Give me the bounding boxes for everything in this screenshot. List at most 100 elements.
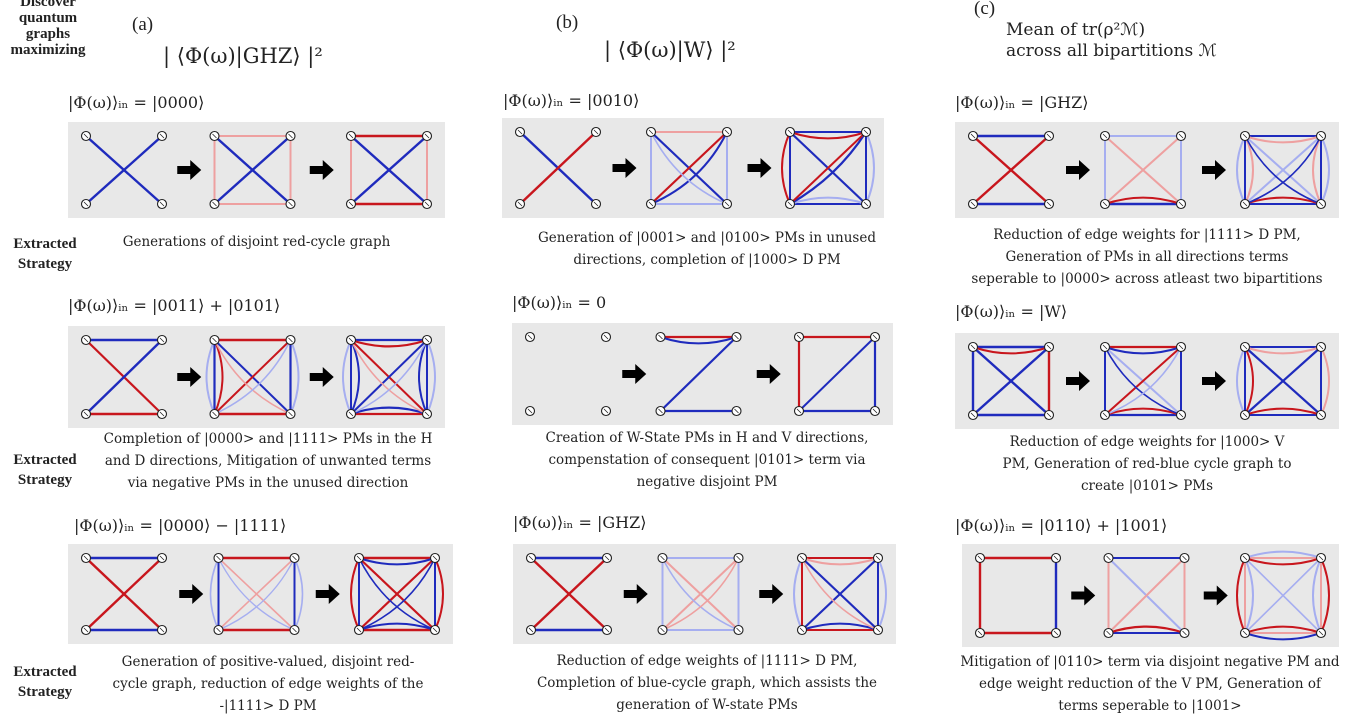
vertex-mark <box>527 408 533 414</box>
graph-edge <box>214 339 292 415</box>
graph-edge <box>358 557 436 631</box>
side-header-line: Discover <box>20 0 76 10</box>
vertex-mark <box>1178 412 1184 418</box>
graph-edge <box>650 131 728 205</box>
vertex-mark <box>83 201 89 207</box>
vertex-mark <box>216 555 221 561</box>
graph-panel-b3 <box>513 544 896 644</box>
extracted-label-line: Strategy <box>17 684 73 700</box>
caption-line: Reduction of edge weights for |1000> V <box>1009 434 1285 450</box>
vertex-mark <box>159 555 165 561</box>
graph-edge <box>293 557 304 631</box>
vertex-mark <box>1102 133 1108 139</box>
vertex-mark <box>1242 555 1248 561</box>
graph-edge <box>1244 346 1322 416</box>
vertex-mark <box>1178 133 1184 139</box>
graph-panel-b2 <box>512 323 893 425</box>
column-c-title: Mean of tr(ρ²ℳ) across all bipartitions … <box>1006 20 1217 62</box>
graph-edge <box>1320 135 1330 205</box>
graph-panel-b1 <box>502 118 884 218</box>
graph-edge <box>801 557 879 566</box>
graph-edge <box>209 557 220 631</box>
vertex-mark <box>424 201 430 207</box>
vertex-mark <box>787 129 793 135</box>
vertex-mark <box>528 555 534 561</box>
vertex-mark <box>83 627 89 633</box>
graph-panel-c2 <box>955 333 1339 429</box>
vertex-mark <box>875 555 881 561</box>
vertex-mark <box>83 337 89 343</box>
column-c-title-line: Mean of tr(ρ²ℳ) <box>1006 20 1146 40</box>
caption-line: generation of W-state PMs <box>616 697 798 713</box>
vertex-mark <box>1102 344 1108 350</box>
vertex-mark <box>787 201 793 207</box>
graph-edge <box>781 131 791 205</box>
graph-edge <box>85 135 163 205</box>
caption-a1: Generations of disjoint red-cycle graph <box>68 231 445 253</box>
vertex-mark <box>604 555 610 561</box>
vertex-mark <box>970 344 976 350</box>
vertex-mark <box>970 412 976 418</box>
vertex-mark <box>977 555 983 561</box>
graph-edge <box>434 557 444 631</box>
graph-edge <box>342 339 352 415</box>
vertex-mark <box>1242 630 1248 636</box>
vertex-mark <box>863 201 869 207</box>
graph-edge <box>85 557 163 631</box>
vertex-mark <box>288 411 293 417</box>
vertex-mark <box>724 201 730 207</box>
input-state-b1: |Φ(ω)⟩ᵢₙ = |0010⟩ <box>503 91 640 110</box>
caption-a2: Completion of |0000> and |1111> PMs in t… <box>68 428 468 494</box>
vertex-mark <box>159 201 165 207</box>
right-arrow-icon <box>177 367 202 387</box>
vertex-mark <box>517 129 523 135</box>
graph-edge <box>358 557 436 566</box>
graph-edge <box>650 131 728 205</box>
graph-edge <box>1236 135 1246 205</box>
vertex-mark <box>734 408 739 414</box>
vertex-mark <box>424 337 430 343</box>
extracted-label-line: Extracted <box>13 664 77 680</box>
vertex-mark <box>1182 555 1187 561</box>
vertex-mark <box>660 627 665 633</box>
vertex-mark <box>1318 133 1324 139</box>
input-state-c3: |Φ(ω)⟩ᵢₙ = |0110⟩ + |1001⟩ <box>955 516 1168 535</box>
vertex-mark <box>348 411 354 417</box>
graph-edge <box>789 131 867 205</box>
graph-edge <box>1244 632 1322 641</box>
graph-sequence <box>80 334 436 420</box>
graph-edge <box>660 336 737 345</box>
vertex-mark <box>875 627 881 633</box>
graph-edge <box>358 557 436 631</box>
right-arrow-icon <box>622 364 647 384</box>
vertex-mark <box>648 129 654 135</box>
graph-edge <box>662 557 740 631</box>
graph-edge <box>1320 557 1330 634</box>
vertex-mark <box>1242 412 1248 418</box>
right-arrow-icon <box>623 584 648 604</box>
graph-edge <box>1244 135 1322 144</box>
graph-sequence <box>974 550 1330 641</box>
caption-line: Generations of disjoint red-cycle graph <box>122 234 391 250</box>
graph-sequence <box>525 552 887 636</box>
input-state-a3: |Φ(ω)⟩ᵢₙ = |0000⟩ − |1111⟩ <box>74 516 287 535</box>
graph-edge <box>519 131 597 205</box>
caption-line: cycle graph, reduction of edge weights o… <box>112 676 424 692</box>
vertex-mark <box>356 555 362 561</box>
graph-edge <box>865 131 875 205</box>
graph-edge <box>213 339 291 415</box>
vertex-mark <box>159 337 165 343</box>
graph-sequence <box>524 331 881 417</box>
graph-edge <box>1104 196 1182 205</box>
graph-edge <box>1108 625 1185 635</box>
caption-b2: Creation of W-State PMs in H and V direc… <box>502 427 912 493</box>
graph-edge <box>1244 407 1322 416</box>
vertex-mark <box>796 408 802 414</box>
graph-sequence <box>80 130 433 210</box>
graph-edge <box>793 557 803 631</box>
graph-edge <box>289 339 300 415</box>
right-arrow-icon <box>1202 160 1226 180</box>
right-arrow-icon <box>1203 585 1228 606</box>
graph-edge <box>350 557 360 631</box>
graph-edge <box>530 557 608 631</box>
